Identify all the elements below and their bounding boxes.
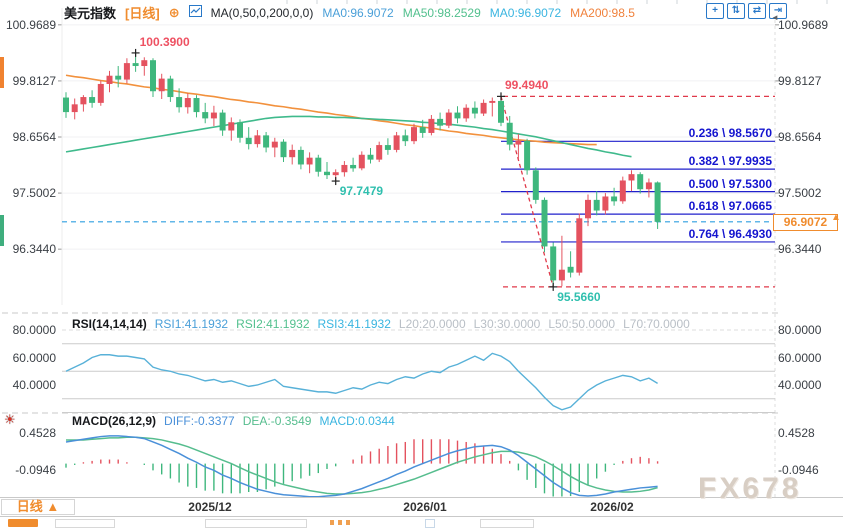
shift-right-icon[interactable]: ⇥ [769, 3, 787, 19]
rsi2-value: RSI2:41.1932 [236, 317, 310, 331]
price-annotation: 95.5660 [557, 289, 601, 304]
diff-value: DIFF:-0.3377 [164, 414, 235, 428]
macd-header: MACD(26,12,9) DIFF:-0.3377 DEA:-0.3549 M… [72, 414, 395, 428]
rsi-axis-tick: 40.0000 [778, 378, 822, 392]
macd-axis-tick: -0.0946 [15, 462, 56, 477]
macd-axis-tick: 0.4528 [19, 425, 56, 440]
rsi-level-20: L20:20.0000 [398, 317, 466, 331]
add-indicator-icon[interactable]: ⊕ [168, 4, 180, 20]
timeframe-label: [日线] [125, 6, 160, 21]
ma50-value: MA50:98.2529 [402, 5, 481, 20]
chart-type-icon[interactable] [188, 5, 202, 20]
date-axis-label: 2025/12 [188, 500, 232, 514]
ma0-value: MA0:96.9072 [322, 5, 394, 20]
rsi-axis-tick: 60.0000 [778, 350, 822, 365]
rsi-level-50: L50:50.0000 [548, 317, 616, 331]
rsi-level-30: L30:30.0000 [473, 317, 541, 331]
price-up-arrow-icon: ▲ [831, 211, 841, 223]
left-edge-orange-strip [0, 57, 4, 88]
fit-horizontal-icon[interactable]: ⇄ [748, 3, 766, 19]
rsi-axis-tick: 80.0000 [12, 323, 56, 337]
price-annotation: 99.4940 [505, 78, 549, 93]
y-axis-tick: 99.8127 [12, 73, 56, 88]
chart-header: 美元指数 [日线] ⊕ MA(0,50,0,200,0,0) MA0:96.90… [64, 3, 635, 22]
scroll-arrow-icon[interactable]: ◄ [771, 13, 779, 22]
ma0b-value: MA0:96.9072 [489, 5, 562, 20]
sun-marker-icon: ☀ [4, 412, 16, 427]
fit-vertical-icon[interactable]: ⇅ [727, 3, 745, 19]
symbol-name: 美元指数 [64, 6, 117, 21]
macd-name: MACD(26,12,9) [72, 414, 157, 428]
bottom-toolbar-partial [0, 517, 843, 528]
toolbar-fragment [425, 519, 435, 528]
y-axis-tick: 99.8127 [778, 73, 822, 88]
rsi-level-70: L70:70.0000 [623, 317, 690, 331]
fib-level-label: 0.236 \ 98.5670 [688, 126, 772, 141]
toolbar-fragment [55, 519, 115, 528]
y-axis-tick: 97.5002 [778, 186, 822, 201]
toolbar-fragment [330, 520, 334, 525]
y-axis-tick: 96.3440 [12, 242, 56, 257]
fib-level-label: 0.382 \ 97.9935 [688, 154, 772, 169]
y-axis-tick: 98.6564 [778, 130, 822, 144]
y-axis-tick: 98.6564 [12, 130, 56, 144]
y-axis-tick: 96.3440 [778, 242, 822, 257]
rsi-header: RSI(14,14,14) RSI1:41.1932 RSI2:41.1932 … [72, 317, 690, 331]
chart-toolbar: + ⇅ ⇄ ⇥ [706, 3, 787, 19]
rsi-axis-tick: 40.0000 [12, 378, 56, 392]
price-annotation: 97.7479 [339, 184, 384, 199]
rsi1-value: RSI1:41.1932 [154, 317, 229, 331]
fib-level-label: 0.764 \ 96.4930 [688, 226, 772, 241]
macd-axis-tick: 0.4528 [778, 425, 815, 440]
y-axis-tick: 100.9689 [778, 17, 829, 32]
ma-settings-label: MA(0,50,0,200,0,0) [210, 5, 314, 20]
fib-level-label: 0.500 \ 97.5300 [688, 176, 772, 191]
y-axis-tick: 97.5002 [12, 186, 56, 201]
date-axis-label: 2026/01 [403, 500, 447, 514]
current-price-tag: 96.9072 [773, 213, 838, 231]
rsi-axis-tick: 60.0000 [12, 350, 56, 365]
dea-value: DEA:-0.3549 [242, 414, 312, 428]
rsi-name: RSI(14,14,14) [72, 317, 147, 331]
y-axis-tick: 100.9689 [5, 17, 56, 32]
macd-axis-tick: -0.0946 [778, 462, 819, 477]
toolbar-fragment [205, 519, 307, 528]
date-axis-label: 2026/02 [590, 500, 634, 514]
price-annotation: 100.3900 [139, 34, 190, 49]
ma200-value: MA200:98.5 [570, 5, 635, 20]
rsi3-value: RSI3:41.1932 [317, 317, 391, 331]
date-axis-row: 日线 ▲ 2025/12 2026/01 2026/02 [0, 497, 843, 517]
crosshair-icon[interactable]: + [706, 3, 724, 19]
rsi-axis-tick: 80.0000 [778, 323, 822, 337]
toolbar-fragment [338, 520, 342, 525]
toolbar-fragment [346, 520, 350, 525]
left-edge-green-strip [0, 215, 4, 246]
timeframe-dropdown-button[interactable]: 日线 ▲ [1, 499, 75, 515]
bottom-tab-orange[interactable] [8, 519, 38, 527]
toolbar-fragment [480, 519, 534, 528]
fib-level-label: 0.618 \ 97.0665 [688, 199, 772, 214]
macd-value: MACD:0.0344 [319, 414, 395, 428]
